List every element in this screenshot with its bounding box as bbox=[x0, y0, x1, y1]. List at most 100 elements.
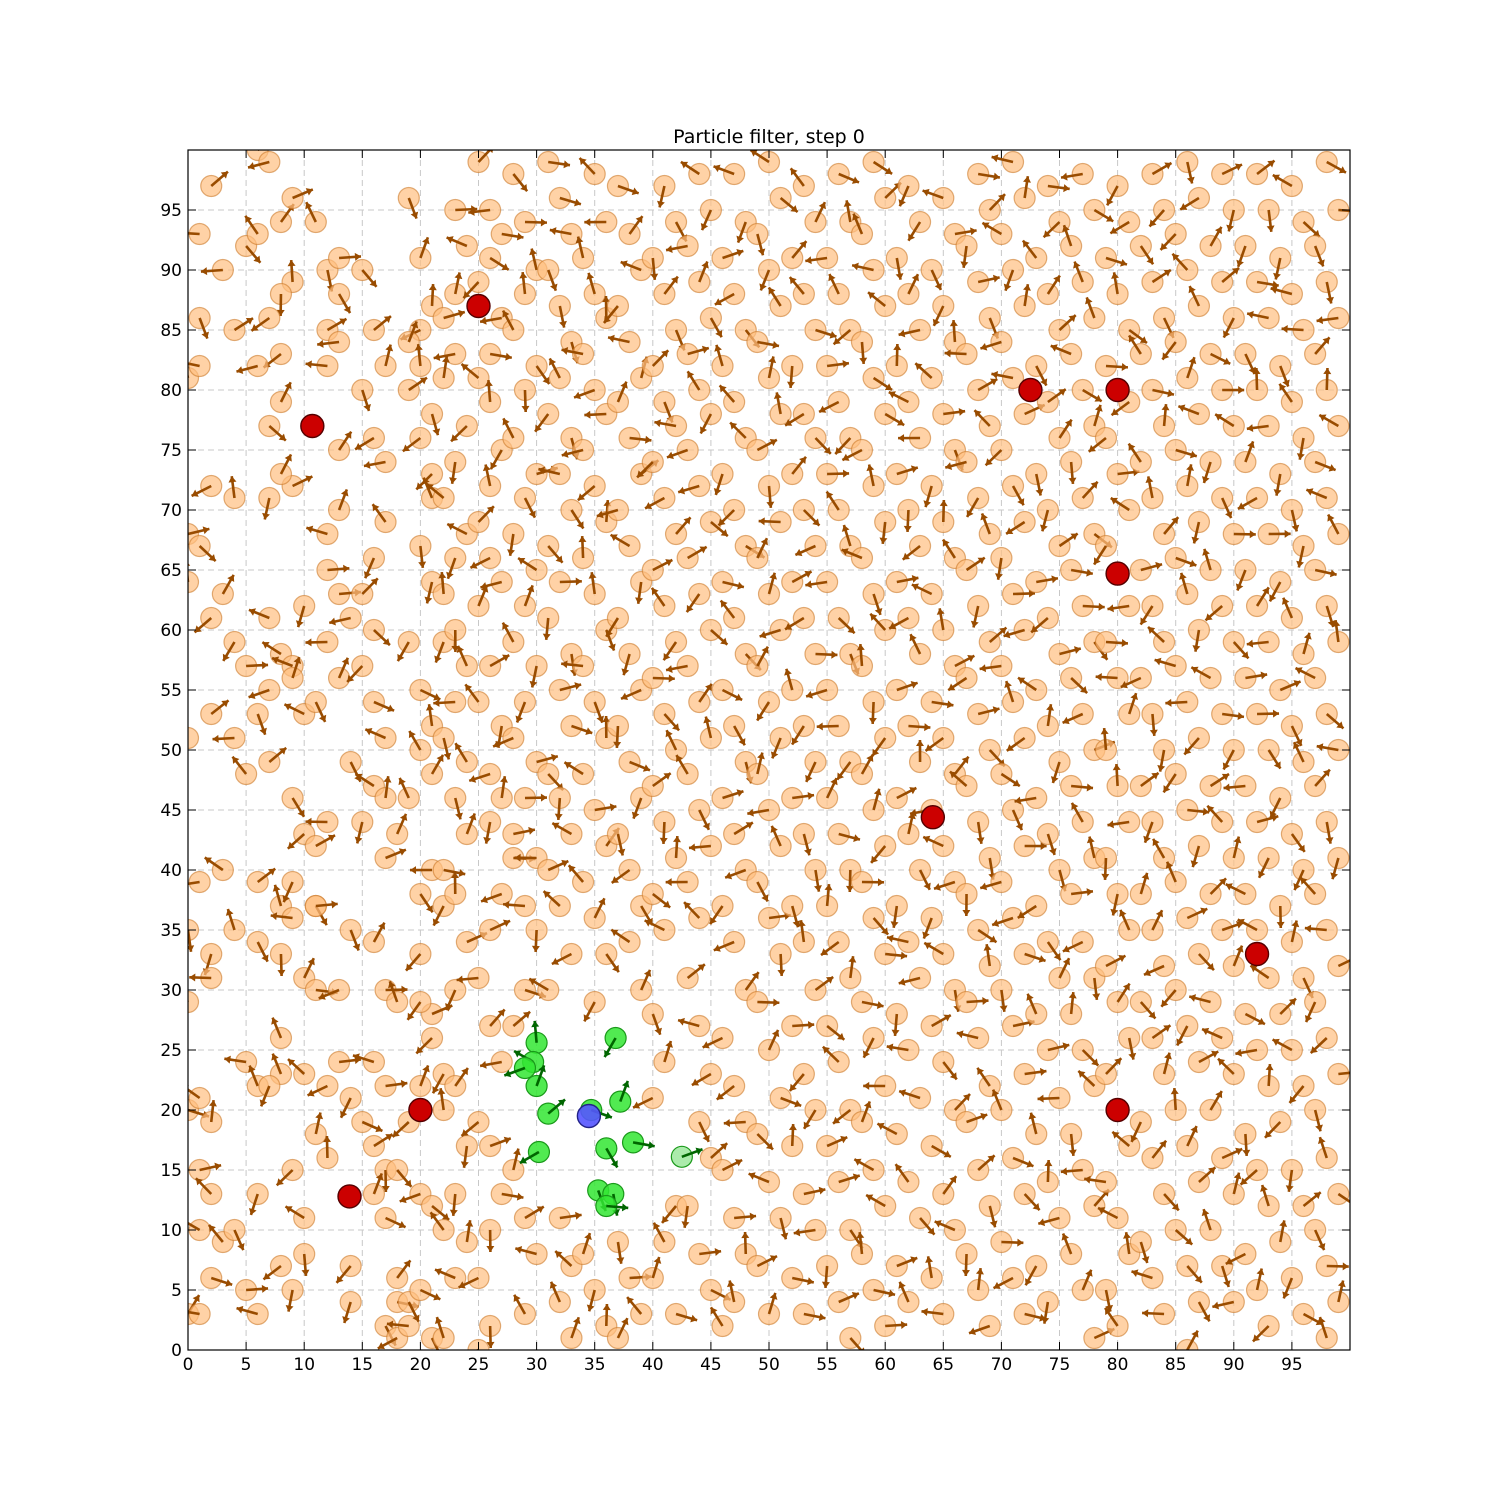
particle-heading-arrow-head bbox=[1256, 1268, 1265, 1276]
particle-heading-arrow-head bbox=[766, 501, 775, 508]
particle-heading-arrow-head bbox=[714, 1248, 722, 1256]
particle-heading-arrow-head bbox=[862, 1050, 871, 1058]
particle-heading-arrow-head bbox=[933, 883, 941, 891]
particle-heading-arrow-head bbox=[747, 808, 754, 817]
particle-heading-arrow-head bbox=[575, 577, 582, 586]
particle-heading-arrow-head bbox=[1038, 1218, 1046, 1227]
particle-heading-arrow-head bbox=[833, 1116, 841, 1124]
particle-heading-arrow-head bbox=[1017, 911, 1025, 919]
particle-heading-arrow-head bbox=[671, 276, 678, 284]
particle-heading-arrow-head bbox=[455, 812, 463, 820]
particle-heading-arrow-head bbox=[700, 223, 709, 231]
particle-heading-arrow-head bbox=[791, 737, 799, 745]
particle-heading-arrow-head bbox=[1291, 524, 1300, 532]
particle-heading-arrow-head bbox=[750, 150, 758, 157]
particle-heading-arrow-head bbox=[608, 334, 615, 343]
particle-heading-arrow-head bbox=[606, 629, 613, 637]
particle-heading-arrow-head bbox=[386, 1320, 394, 1329]
particle-heading-arrow-head bbox=[915, 740, 924, 747]
particle-heading-arrow-head bbox=[814, 885, 822, 892]
particle-heading-arrow-head bbox=[987, 1155, 995, 1163]
x-tick-label: 20 bbox=[410, 1355, 432, 1375]
particle-heading-arrow-head bbox=[703, 716, 712, 724]
particle-heading-arrow-head bbox=[248, 608, 256, 616]
particle-heading-arrow-head bbox=[1017, 1238, 1024, 1247]
particle-heading-arrow-head bbox=[768, 287, 776, 295]
particle-heading-arrow-head bbox=[688, 843, 696, 852]
particle-heading-arrow-head bbox=[446, 236, 454, 244]
particle-heading-arrow-head bbox=[945, 462, 953, 470]
particle-heading-arrow-head bbox=[263, 1272, 271, 1280]
x-tick-label: 65 bbox=[932, 1355, 954, 1375]
particle-heading-arrow-head bbox=[909, 634, 917, 642]
particle-heading-arrow-head bbox=[261, 661, 269, 670]
particle-heading-arrow-head bbox=[1300, 877, 1308, 885]
particle-heading-arrow-head bbox=[1038, 955, 1046, 963]
particle-heading-arrow-head bbox=[434, 1268, 443, 1276]
particle-heading-arrow-head bbox=[1149, 219, 1157, 227]
particle-heading-arrow-head bbox=[962, 909, 971, 916]
particle-heading-arrow-head bbox=[720, 529, 728, 537]
particle-heading-arrow-head bbox=[502, 622, 510, 630]
x-tick-label: 5 bbox=[241, 1355, 252, 1375]
particle-heading-arrow-head bbox=[551, 957, 560, 965]
particle-heading-arrow-head bbox=[863, 1081, 870, 1090]
particle-heading-arrow-head bbox=[925, 744, 933, 751]
particle-heading-arrow-head bbox=[1242, 1149, 1251, 1156]
particle-heading-arrow-head bbox=[1128, 335, 1136, 343]
particle-heading-arrow-head bbox=[769, 1255, 778, 1263]
x-tick-label: 50 bbox=[758, 1355, 780, 1375]
particle-heading-arrow-head bbox=[760, 538, 768, 546]
particle-heading-arrow-head bbox=[1249, 530, 1256, 539]
particle-heading-arrow-head bbox=[977, 557, 985, 565]
particle-heading-arrow-head bbox=[900, 951, 908, 960]
particle-heading-arrow-head bbox=[378, 922, 386, 930]
particle-heading-arrow-head bbox=[1031, 625, 1039, 633]
particle-heading-arrow-head bbox=[1148, 1011, 1156, 1019]
particle-heading-arrow-head bbox=[821, 948, 829, 956]
particle-heading-arrow-head bbox=[650, 273, 659, 280]
particle-heading-arrow-head bbox=[991, 154, 999, 163]
particle-heading-arrow-head bbox=[993, 172, 1000, 181]
particle-heading-arrow-head bbox=[433, 1293, 441, 1301]
particle-heading-arrow bbox=[188, 372, 190, 378]
particle-heading-arrow-head bbox=[363, 571, 372, 579]
particle-heading-arrow-head bbox=[909, 808, 917, 817]
particle-heading-arrow-head bbox=[305, 817, 312, 826]
particle-heading-arrow-head bbox=[461, 1067, 468, 1076]
particle-heading-arrow-head bbox=[354, 252, 362, 261]
particle-heading-arrow-head bbox=[734, 693, 743, 701]
particle-heading-arrow-head bbox=[282, 895, 290, 903]
particle-heading-arrow-head bbox=[1276, 921, 1285, 928]
particle-heading-arrow-head bbox=[441, 1212, 450, 1220]
particle-heading-arrow-head bbox=[631, 187, 639, 196]
particle-heading-arrow-head bbox=[1110, 226, 1118, 234]
particle-heading-arrow-head bbox=[1062, 716, 1070, 725]
particle-heading-arrow-head bbox=[516, 232, 524, 241]
particle-heading-arrow-head bbox=[991, 371, 999, 379]
particle-heading-arrow-head bbox=[470, 561, 478, 569]
particle-heading-arrow-head bbox=[899, 1089, 907, 1097]
particle-heading-arrow-head bbox=[1161, 404, 1170, 411]
particle-heading-arrow bbox=[188, 1221, 201, 1232]
particle-heading-arrow-head bbox=[305, 475, 313, 483]
particle-heading-arrow-head bbox=[911, 583, 919, 591]
particle-heading-arrow-head bbox=[1233, 1172, 1242, 1180]
particle-heading-arrow-head bbox=[1325, 837, 1334, 844]
particle-heading-arrow-head bbox=[1039, 1067, 1047, 1076]
particle-heading-arrow-head bbox=[1329, 569, 1337, 578]
particle-heading-arrow-head bbox=[369, 279, 377, 287]
particle-heading-arrow-head bbox=[659, 837, 668, 844]
particle-heading-arrow-head bbox=[502, 919, 511, 927]
landmark bbox=[1244, 941, 1270, 967]
particle-heading-arrow-head bbox=[1258, 870, 1266, 878]
particle-heading-arrow-head bbox=[1032, 1203, 1040, 1211]
particle-heading-arrow-head bbox=[635, 216, 643, 224]
particle-heading-arrow-head bbox=[976, 837, 985, 844]
particle-heading-arrow-head bbox=[1061, 1233, 1070, 1241]
particle-heading-arrow-head bbox=[548, 358, 557, 366]
particle-heading-arrow-head bbox=[1028, 1112, 1037, 1120]
particle-heading-arrow-head bbox=[189, 973, 196, 982]
particle-heading-arrow-head bbox=[665, 730, 673, 738]
particle-heading-arrow-head bbox=[323, 1136, 332, 1143]
